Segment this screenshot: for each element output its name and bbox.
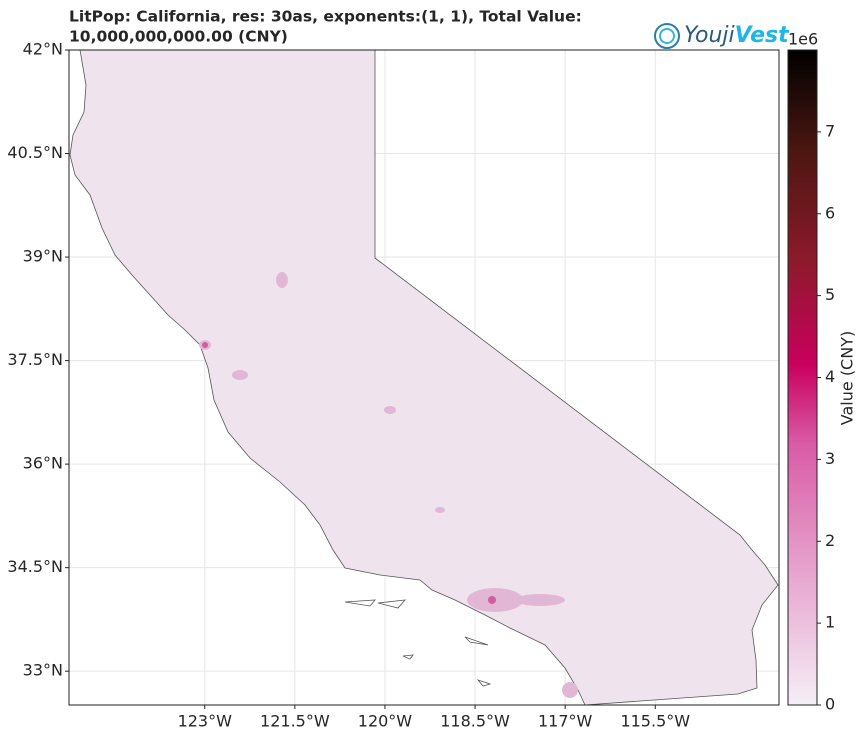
x-tick-label: 121.5°W [260, 712, 330, 731]
logo: YoujiVest [654, 23, 790, 49]
island [377, 599, 406, 609]
colorbar-tick-label: 5 [825, 285, 835, 304]
hotspot [232, 370, 248, 380]
x-tick-label: 120°W [358, 712, 413, 731]
island [402, 654, 414, 660]
population-hotspots [202, 342, 496, 604]
logo-part: Youji [684, 23, 735, 48]
title-line: LitPop: California, res: 30as, exponents… [69, 8, 582, 26]
y-tick-label: 34.5°N [7, 557, 63, 576]
colorbar-tick-label: 7 [825, 121, 835, 140]
y-tick-label: 40.5°N [7, 143, 63, 162]
y-tick-label: 37.5°N [7, 350, 63, 369]
y-tick-label: 36°N [23, 454, 63, 473]
hotspot [276, 272, 288, 288]
map [69, 50, 779, 705]
colorbar-tick-label: 2 [825, 531, 835, 550]
hotspot [384, 406, 396, 414]
x-tick-label: 118.5°W [440, 712, 510, 731]
colorbar-tick-label: 4 [825, 367, 835, 386]
y-tick-label: 39°N [23, 247, 63, 266]
x-tick-label: 117°W [538, 712, 593, 731]
title-line: 10,000,000,000.00 (CNY) [69, 28, 288, 46]
colorbar-tick-label: 0 [825, 695, 835, 714]
island [464, 636, 489, 646]
colorbar-offset: 1e6 [788, 30, 818, 49]
axes-frame [68, 49, 780, 706]
hotspot [562, 682, 578, 698]
logo-part: Vest [735, 23, 790, 48]
california [69, 50, 779, 705]
logo-text: YoujiVest [684, 23, 790, 48]
colorbar-label: Value (CNY) [838, 331, 857, 425]
colorbar [787, 49, 818, 706]
x-tick-label: 123°W [178, 712, 233, 731]
y-tick-label: 42°N [23, 40, 63, 59]
colorbar-tick-label: 6 [825, 203, 835, 222]
hotspot [202, 342, 208, 348]
hotspot [435, 507, 445, 513]
island [476, 679, 492, 687]
colorbar-tick-label: 1 [825, 613, 835, 632]
x-tick-label: 115.5°W [620, 712, 690, 731]
logo-icon [654, 23, 680, 49]
hotspot [515, 594, 565, 606]
colorbar-tick-label: 3 [825, 449, 835, 468]
logo-icon [659, 28, 675, 44]
island [344, 599, 376, 607]
islands [344, 599, 492, 687]
y-tick-label: 33°N [23, 661, 63, 680]
hotspot [488, 596, 496, 604]
